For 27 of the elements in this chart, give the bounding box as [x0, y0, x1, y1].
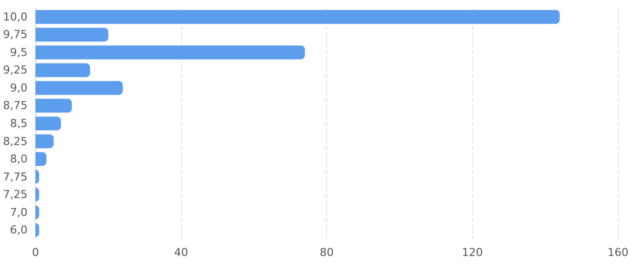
bar	[35, 152, 46, 166]
bar	[35, 28, 108, 42]
y-tick-label: 9,0	[10, 81, 28, 94]
y-tick-label: 9,25	[2, 64, 28, 77]
bar	[35, 98, 72, 113]
y-tick-label: 7,25	[2, 188, 28, 202]
y-tick-label: 10,0	[2, 10, 28, 24]
bar	[35, 45, 305, 60]
bar	[35, 116, 61, 130]
y-tick-label: 8,5	[10, 117, 28, 130]
x-tick-label: 0	[32, 246, 39, 259]
bar	[35, 81, 123, 95]
y-tick-label: 7,0	[10, 206, 28, 219]
x-tick-label: 120	[462, 246, 483, 259]
y-tick-label: 8,0	[10, 152, 28, 166]
bar	[35, 10, 560, 24]
y-tick-label: 8,25	[2, 134, 28, 148]
x-tick-label: 40	[174, 246, 188, 259]
y-tick-label: 6,0	[10, 224, 28, 237]
x-tick-label: 80	[320, 246, 334, 259]
y-tick-label: 7,75	[2, 170, 28, 184]
y-tick-label: 9,75	[2, 28, 28, 42]
y-tick-label: 9,5	[10, 46, 28, 59]
bar	[35, 63, 90, 78]
x-tick-label: 160	[608, 246, 628, 259]
y-tick-label: 8,75	[2, 99, 28, 112]
bar	[35, 134, 54, 148]
